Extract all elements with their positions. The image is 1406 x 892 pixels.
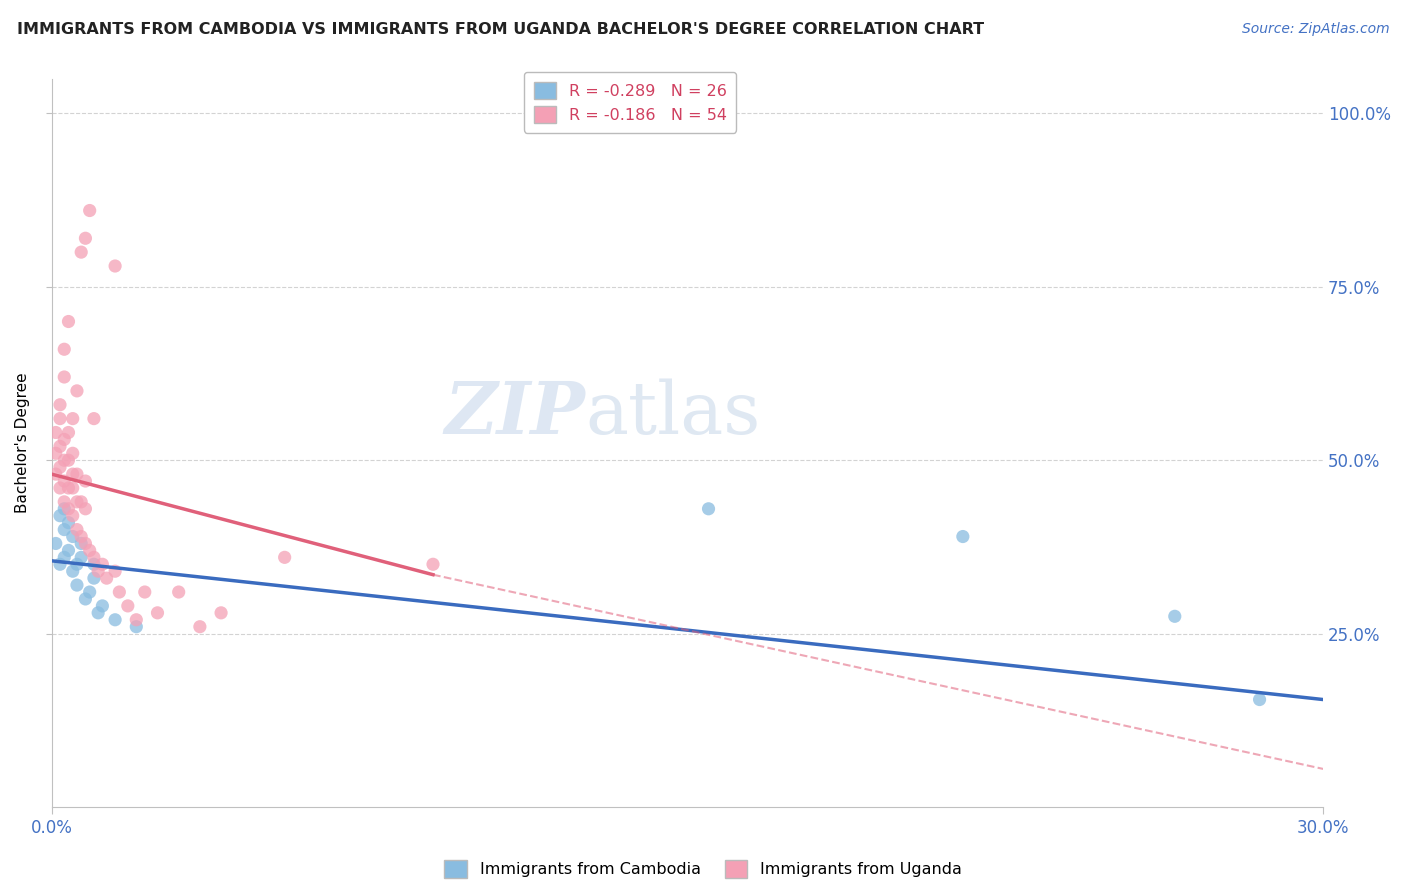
Point	[58, 543, 80, 558]
Point	[104, 564, 127, 578]
Point	[58, 314, 80, 328]
Point	[83, 411, 105, 425]
Point	[45, 446, 67, 460]
Point	[45, 425, 67, 440]
Point	[209, 606, 232, 620]
Point	[62, 467, 84, 482]
Point	[62, 446, 84, 460]
Point	[83, 558, 105, 572]
Point	[45, 467, 67, 482]
Point	[53, 370, 76, 384]
Point	[79, 585, 101, 599]
Point	[188, 620, 211, 634]
Point	[167, 585, 190, 599]
Text: IMMIGRANTS FROM CAMBODIA VS IMMIGRANTS FROM UGANDA BACHELOR'S DEGREE CORRELATION: IMMIGRANTS FROM CAMBODIA VS IMMIGRANTS F…	[17, 22, 984, 37]
Point	[45, 536, 67, 550]
Point	[91, 558, 114, 572]
Point	[58, 501, 80, 516]
Point	[53, 453, 76, 467]
Point	[96, 571, 118, 585]
Point	[79, 203, 101, 218]
Point	[91, 599, 114, 613]
Point	[53, 523, 76, 537]
Text: ZIP: ZIP	[444, 378, 586, 450]
Point	[1164, 609, 1187, 624]
Point	[66, 384, 89, 398]
Point	[104, 613, 127, 627]
Point	[53, 343, 76, 357]
Point	[49, 481, 72, 495]
Point	[117, 599, 139, 613]
Legend: Immigrants from Cambodia, Immigrants from Uganda: Immigrants from Cambodia, Immigrants fro…	[439, 854, 967, 884]
Point	[108, 585, 131, 599]
Point	[75, 474, 97, 488]
Point	[70, 529, 93, 543]
Point	[58, 481, 80, 495]
Point	[49, 411, 72, 425]
Point	[49, 398, 72, 412]
Point	[75, 536, 97, 550]
Point	[104, 259, 127, 273]
Point	[87, 606, 110, 620]
Point	[62, 529, 84, 543]
Point	[49, 508, 72, 523]
Point	[70, 536, 93, 550]
Point	[75, 231, 97, 245]
Point	[49, 558, 72, 572]
Point	[422, 558, 444, 572]
Point	[83, 550, 105, 565]
Point	[952, 529, 974, 543]
Point	[70, 550, 93, 565]
Point	[87, 564, 110, 578]
Point	[53, 474, 76, 488]
Point	[1249, 692, 1271, 706]
Point	[146, 606, 169, 620]
Point	[53, 433, 76, 447]
Point	[70, 245, 93, 260]
Point	[62, 411, 84, 425]
Point	[70, 495, 93, 509]
Point	[58, 453, 80, 467]
Point	[62, 564, 84, 578]
Point	[58, 516, 80, 530]
Point	[75, 591, 97, 606]
Point	[66, 467, 89, 482]
Point	[53, 501, 76, 516]
Text: atlas: atlas	[586, 378, 761, 449]
Point	[83, 571, 105, 585]
Point	[58, 425, 80, 440]
Point	[75, 501, 97, 516]
Y-axis label: Bachelor's Degree: Bachelor's Degree	[15, 373, 30, 513]
Point	[53, 495, 76, 509]
Point	[66, 578, 89, 592]
Point	[53, 550, 76, 565]
Point	[697, 501, 720, 516]
Point	[49, 439, 72, 453]
Text: Source: ZipAtlas.com: Source: ZipAtlas.com	[1241, 22, 1389, 37]
Point	[273, 550, 295, 565]
Point	[49, 460, 72, 475]
Point	[66, 558, 89, 572]
Point	[66, 495, 89, 509]
Point	[62, 508, 84, 523]
Point	[134, 585, 156, 599]
Legend: R = -0.289   N = 26, R = -0.186   N = 54: R = -0.289 N = 26, R = -0.186 N = 54	[524, 72, 737, 133]
Point	[62, 481, 84, 495]
Point	[125, 620, 148, 634]
Point	[66, 523, 89, 537]
Point	[125, 613, 148, 627]
Point	[79, 543, 101, 558]
